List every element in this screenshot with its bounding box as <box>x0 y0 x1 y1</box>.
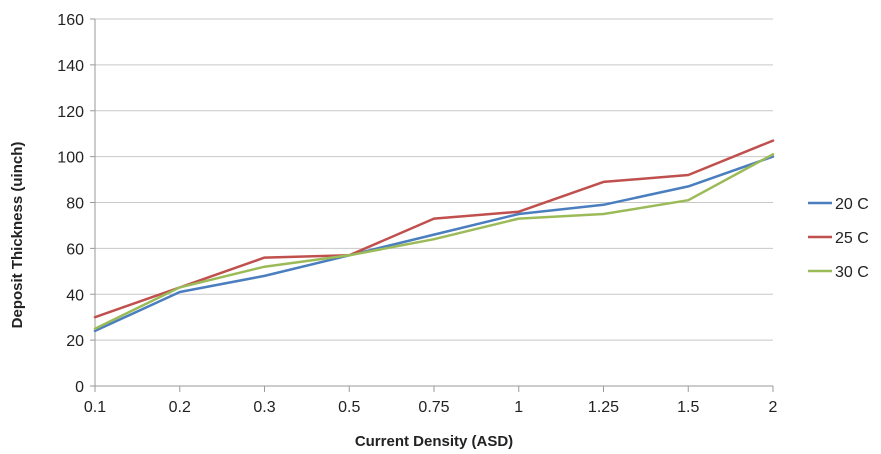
x-tick-label: 1.5 <box>677 399 699 416</box>
y-tick-label: 80 <box>66 196 84 213</box>
x-axis-title: Current Density (ASD) <box>355 433 513 450</box>
legend-label: 20 C <box>835 196 869 213</box>
y-tick-label: 0 <box>75 379 84 396</box>
y-tick-label: 160 <box>57 12 84 29</box>
y-tick-label: 60 <box>66 241 84 258</box>
x-tick-label: 1 <box>514 399 523 416</box>
gridlines <box>95 18 773 341</box>
legend-label: 30 C <box>835 264 869 281</box>
y-axis-title: Deposit Thickness (uinch) <box>9 142 26 329</box>
series-line-20-c <box>93 155 775 333</box>
series-line-30-c <box>93 153 775 330</box>
x-tick-label: 0.1 <box>84 399 106 416</box>
x-tick-label: 0.5 <box>338 399 360 416</box>
y-tick-label: 120 <box>57 104 84 121</box>
legend: 20 C 25 C 30 C <box>808 196 869 281</box>
x-tick-label: 0.75 <box>418 399 449 416</box>
legend-entry: 25 C <box>808 230 869 247</box>
y-tick-label: 100 <box>57 150 84 167</box>
legend-entry: 30 C <box>808 264 869 281</box>
legend-label: 25 C <box>835 230 869 247</box>
x-tick-label: 2 <box>769 399 778 416</box>
legend-entry: 20 C <box>808 196 869 213</box>
series-lines <box>93 139 775 333</box>
y-tick-labels: 0 20 40 60 80 100 120 140 160 <box>57 12 84 396</box>
y-tick-label: 140 <box>57 58 84 75</box>
x-tick-label: 1.25 <box>588 399 619 416</box>
y-tick-label: 40 <box>66 287 84 304</box>
x-tick-labels: 0.1 0.2 0.3 0.5 0.75 1 1.25 1.5 2 <box>84 399 778 416</box>
x-tick-label: 0.3 <box>253 399 275 416</box>
y-tick-label: 20 <box>66 333 84 350</box>
axes <box>90 18 774 392</box>
series-line-25-c <box>93 139 775 319</box>
x-tick-label: 0.2 <box>169 399 191 416</box>
